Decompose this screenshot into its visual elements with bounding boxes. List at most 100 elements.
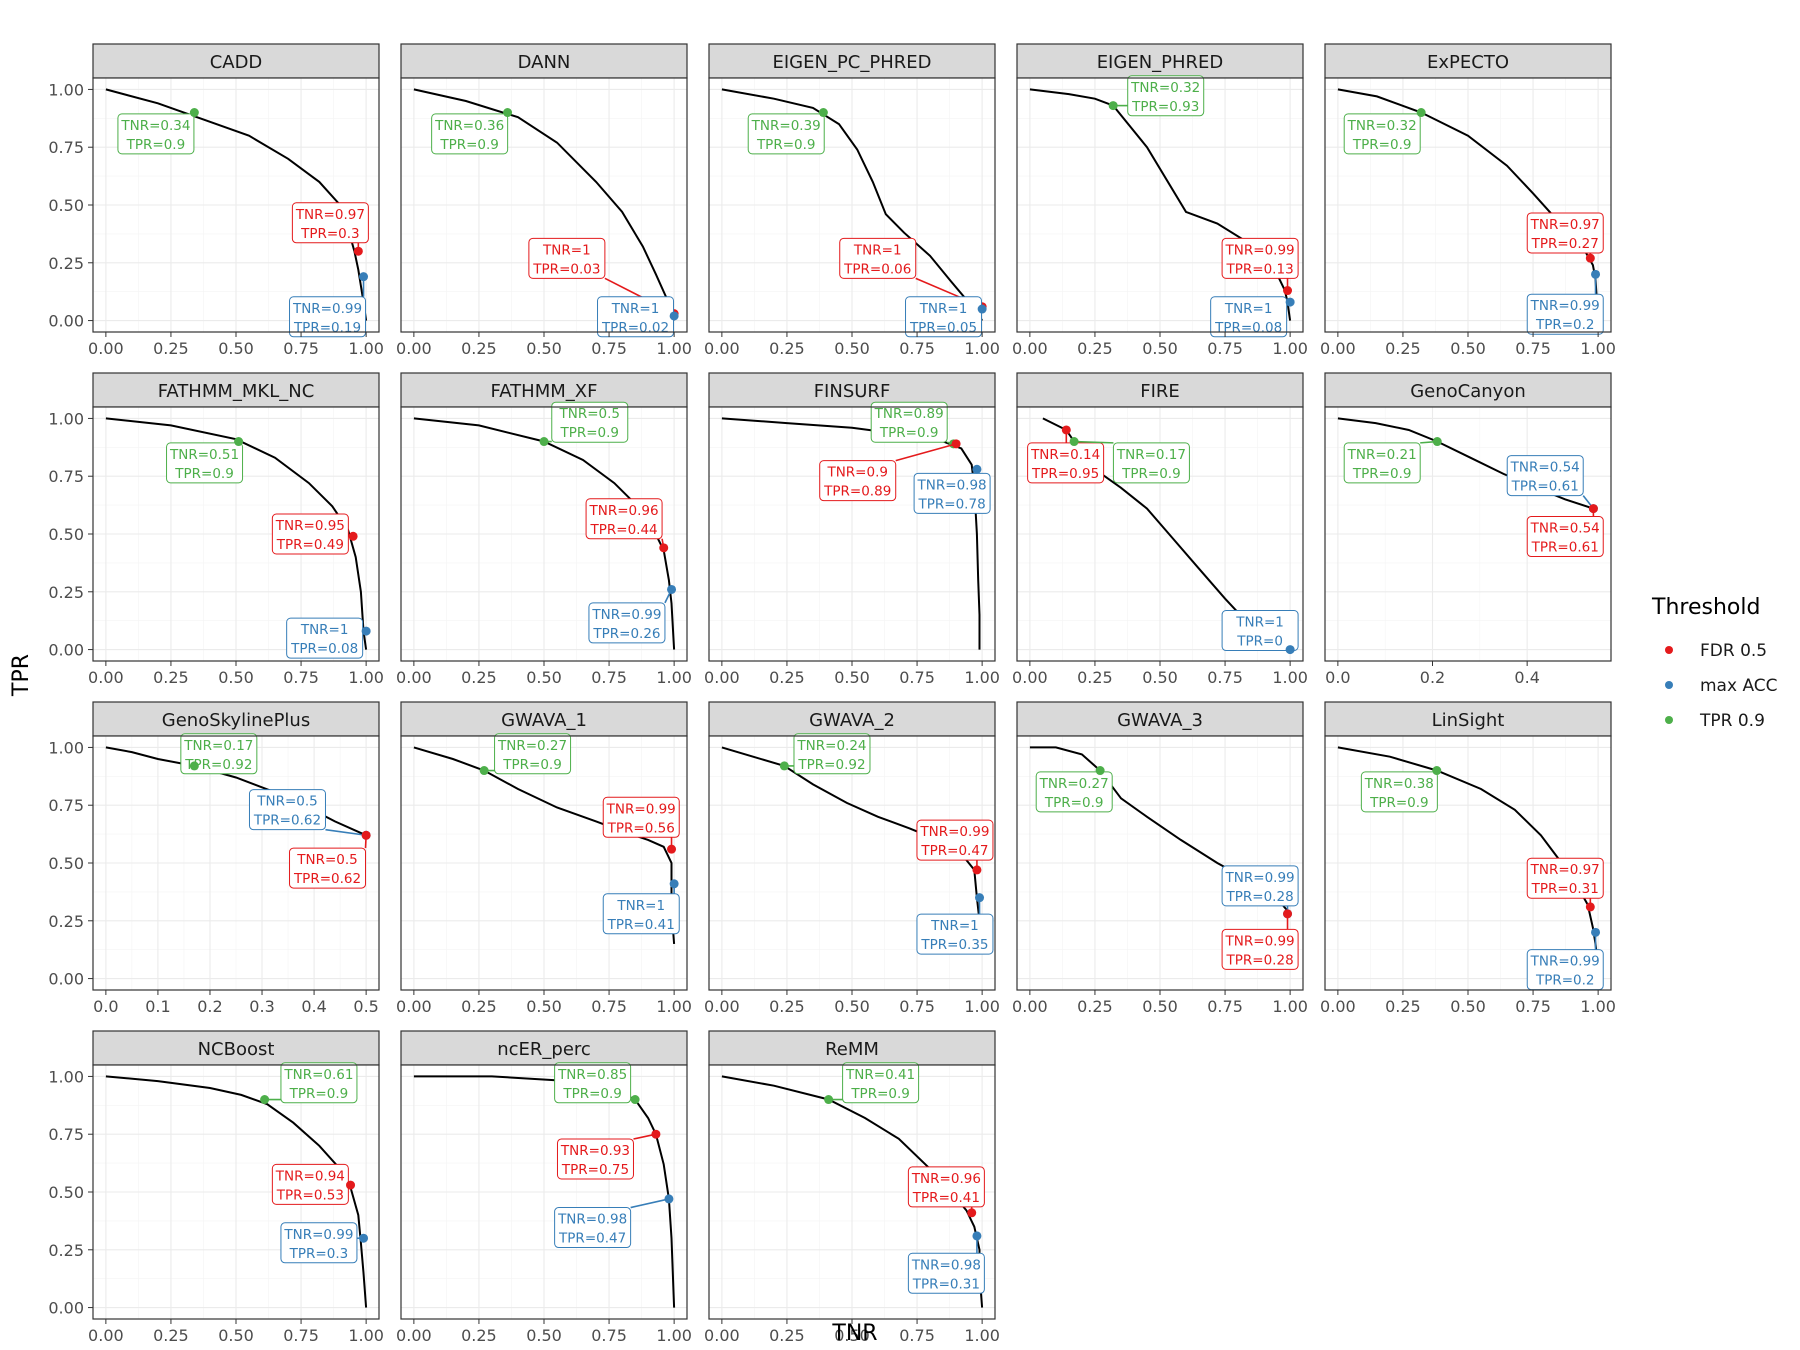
label-tnr: TNR=0.38	[1364, 776, 1434, 792]
label-connector	[630, 1198, 670, 1209]
threshold-point	[975, 893, 985, 903]
label-tnr: TNR=0.21	[1347, 447, 1417, 463]
legend: Threshold FDR 0.5 max ACC TPR 0.9	[1651, 595, 1778, 731]
label-box	[916, 819, 994, 861]
label-tnr: TNR=0.41	[845, 1067, 915, 1083]
x-tick-label: 1.00	[1272, 997, 1308, 1016]
x-tick-label: 0.75	[591, 339, 627, 358]
panel-gwava-3: GWAVA_3 TNR=0.27 TPR=0.9 TNR=0.99 TPR=0.28 TN…	[1012, 701, 1308, 1016]
label-tnr: TNR=1	[930, 918, 979, 934]
strip	[1324, 43, 1612, 79]
y-tick-label: 0.25	[48, 254, 84, 273]
panels-layer: CADD TNR=0.34 TPR=0.9 TNR=0.97 TPR=0.3 TNR=0.…	[48, 43, 1616, 1345]
x-tick-label: 0.00	[1012, 997, 1048, 1016]
threshold-point	[967, 1208, 977, 1218]
label-tnr: TNR=1	[542, 242, 591, 258]
label-tpr: TPR=0.3	[300, 226, 360, 242]
x-tick-label: 0.50	[526, 668, 562, 687]
label-tnr: TNR=0.99	[283, 1227, 353, 1243]
panel-gwava-1: GWAVA_1 TNR=0.27 TPR=0.9 TNR=0.99 TPR=0.56 TN…	[396, 701, 692, 1016]
label-box	[556, 1138, 634, 1180]
y-tick-label: 0.25	[48, 1241, 84, 1260]
label-box	[1360, 771, 1438, 813]
label-tpr: TPR=0.92	[184, 757, 252, 773]
label-tpr: TPR=0.9	[1352, 137, 1412, 153]
threshold-point	[1061, 425, 1071, 435]
x-tick-label: 0.75	[591, 1326, 627, 1345]
threshold-point	[353, 246, 363, 256]
label-tpr: TPR=0.05	[909, 320, 977, 336]
label-box	[1343, 113, 1421, 155]
threshold-point	[951, 439, 961, 449]
label-tpr: TPR=0.75	[561, 1162, 629, 1178]
label-tnr: TNR=0.99	[1530, 298, 1600, 314]
strip	[1324, 372, 1612, 408]
label-tpr: TPR=0.3	[289, 1246, 349, 1262]
threshold-point	[1591, 927, 1601, 937]
label-tpr: TPR=0.62	[293, 871, 361, 887]
legend-label-fdr: FDR 0.5	[1700, 641, 1767, 661]
threshold-point	[359, 1233, 369, 1243]
panel-genoskylineplus: GenoSkylinePlus TNR=0.17 TPR=0.92 TNR=0.5 TP…	[48, 701, 380, 1016]
panel-fathmm-mkl-nc: FATHMM_MKL_NC TNR=0.51 TPR=0.9 TNR=0.95 TPR=…	[48, 372, 384, 687]
label-tpr: TPR=0.9	[850, 1086, 910, 1102]
label-tnr: TNR=0.5	[559, 406, 621, 422]
label-box	[905, 296, 983, 338]
threshold-point	[977, 304, 987, 314]
threshold-point	[779, 761, 789, 771]
x-tick-label: 0.50	[1142, 668, 1178, 687]
label-box	[793, 733, 871, 775]
label-tnr: TNR=0.95	[275, 518, 345, 534]
label-tpr: TPR=0.2	[1535, 317, 1595, 333]
x-tick-label: 1.00	[1580, 997, 1616, 1016]
label-tnr: TNR=0.51	[169, 447, 239, 463]
roc-curve	[721, 746, 984, 945]
label-tnr: TNR=0.54	[1510, 460, 1580, 476]
label-tpr: TPR=0.9	[879, 425, 939, 441]
label-tnr: TNR=0.99	[919, 824, 989, 840]
x-tick-label: 1.00	[964, 339, 1000, 358]
label-box	[551, 401, 629, 443]
x-tick-label: 0.00	[1012, 668, 1048, 687]
label-tpr: TPR=0.89	[823, 484, 891, 500]
label-box	[585, 498, 663, 540]
x-tick-label: 1.00	[964, 1326, 1000, 1345]
threshold-point	[1588, 504, 1598, 514]
label-tpr: TPR=0.9	[1352, 466, 1412, 482]
label-tnr: TNR=0.99	[1225, 870, 1295, 886]
label-box	[280, 1222, 358, 1264]
x-tick-label: 0.25	[1077, 668, 1113, 687]
strip-title: ExPECTO	[1427, 52, 1509, 73]
label-tnr: TNR=0.14	[1030, 447, 1100, 463]
label-tpr: TPR=0.9	[1044, 795, 1104, 811]
threshold-point	[667, 844, 677, 854]
x-tick-label: 0.4	[1514, 668, 1539, 687]
strip	[92, 43, 380, 79]
label-tpr: TPR=0.47	[920, 843, 988, 859]
threshold-point	[1432, 766, 1442, 776]
strip	[1016, 43, 1304, 79]
panel-genocanyon: GenoCanyon TNR=0.21 TPR=0.9 TNR=0.54 TPR=0.6…	[1324, 372, 1612, 687]
label-box	[528, 237, 606, 279]
x-tick-label: 0.25	[461, 1326, 497, 1345]
threshold-point	[1591, 269, 1601, 279]
label-box	[431, 113, 509, 155]
label-connector	[1074, 440, 1114, 444]
label-tpr: TPR=0.53	[276, 1187, 344, 1203]
x-tick-label: 0.25	[1077, 997, 1113, 1016]
label-box	[747, 113, 825, 155]
strip-title: FATHMM_XF	[491, 381, 598, 402]
label-tpr: TPR=0.61	[1531, 540, 1599, 556]
x-tick-label: 0.00	[396, 339, 432, 358]
threshold-point	[669, 311, 679, 321]
label-tpr: TPR=0.47	[558, 1231, 626, 1247]
label-box	[839, 237, 917, 279]
label-box	[1221, 928, 1299, 970]
strip-title: ncER_perc	[497, 1039, 591, 1060]
threshold-point	[1585, 902, 1595, 912]
strip	[400, 372, 688, 408]
x-tick-label: 1.00	[656, 668, 692, 687]
panel-finsurf: FINSURF TNR=0.89 TPR=0.9 TNR=0.9 TPR=0.89 TNR…	[704, 372, 1000, 687]
y-tick-label: 0.00	[48, 312, 84, 331]
x-tick-label: 0.50	[1142, 997, 1178, 1016]
